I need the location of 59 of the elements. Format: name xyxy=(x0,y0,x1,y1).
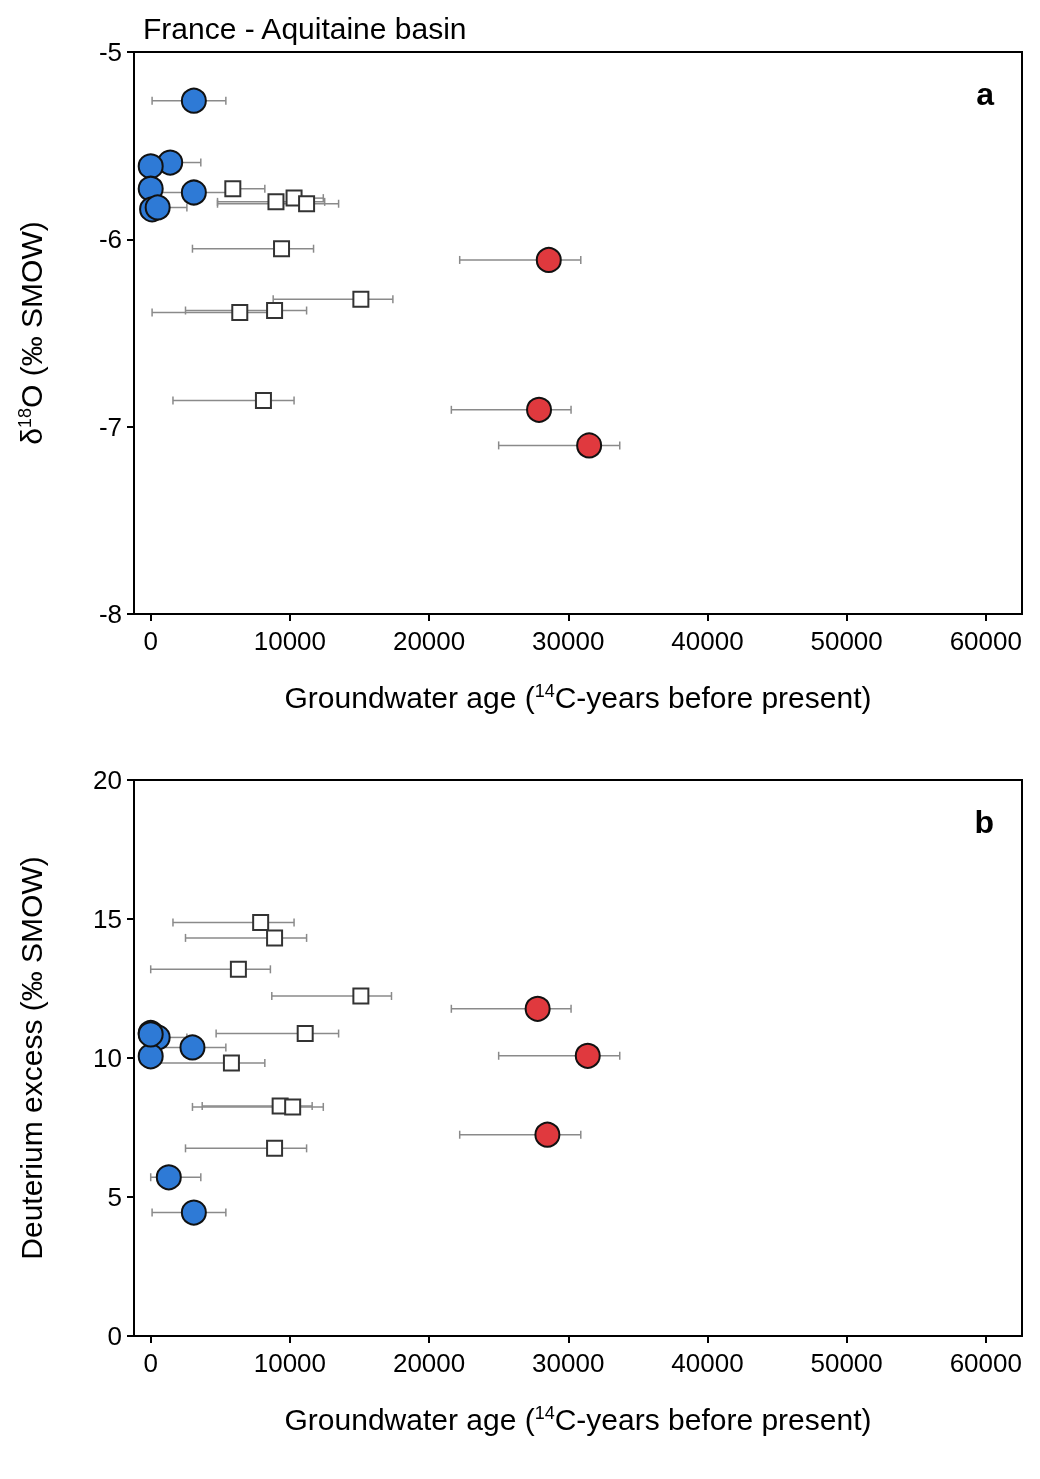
point xyxy=(155,1164,182,1191)
point xyxy=(266,302,284,320)
y-tick-label: -6 xyxy=(98,224,122,255)
point xyxy=(179,1034,206,1061)
point xyxy=(284,1098,302,1116)
x-tick-label: 50000 xyxy=(810,626,883,656)
y-tick-label: 5 xyxy=(107,1182,122,1212)
point xyxy=(352,987,370,1005)
point xyxy=(574,1042,601,1069)
annotation: b xyxy=(974,804,994,840)
point xyxy=(267,193,285,211)
x-tick-label: 30000 xyxy=(532,626,605,656)
y-tick-label: -7 xyxy=(98,411,122,442)
point xyxy=(180,87,207,114)
chart-title: France - Aquitaine basin xyxy=(143,11,467,45)
point xyxy=(534,1121,561,1148)
point xyxy=(222,1054,240,1072)
x-tick-label: 40000 xyxy=(671,626,744,656)
point xyxy=(137,153,164,180)
point xyxy=(298,195,316,213)
point xyxy=(137,1021,164,1048)
point xyxy=(296,1025,314,1043)
point xyxy=(266,1139,284,1157)
x-tick-label: 60000 xyxy=(949,626,1022,656)
x-tick-label: 30000 xyxy=(532,1348,605,1378)
point xyxy=(252,914,270,932)
point xyxy=(266,929,284,947)
point xyxy=(224,180,242,198)
x-tick-label: 10000 xyxy=(253,626,327,656)
x-tick-label: 60000 xyxy=(949,1348,1022,1378)
point xyxy=(180,1199,207,1226)
y-tick-label: 10 xyxy=(93,1043,122,1073)
point xyxy=(231,303,249,321)
point xyxy=(526,396,553,423)
y-tick-label: 0 xyxy=(107,1321,122,1351)
x-tick-label: 40000 xyxy=(671,1348,744,1378)
x-tick-label: 0 xyxy=(143,626,158,656)
y-tick-label: 20 xyxy=(93,765,122,795)
point xyxy=(180,179,207,206)
x-tick-label: 20000 xyxy=(392,626,466,656)
point xyxy=(137,1043,164,1070)
x-tick-label: 10000 xyxy=(253,1348,327,1378)
y-tick-label: 15 xyxy=(93,904,122,934)
point xyxy=(254,391,272,409)
x-tick-label: 50000 xyxy=(810,1348,883,1378)
y-tick-label: -5 xyxy=(98,37,122,67)
x-tick-label: 0 xyxy=(143,1348,158,1378)
y-axis-title: Deuterium excess (‰ SMOW) xyxy=(14,856,48,1260)
point xyxy=(273,240,291,258)
y-axis-title: δ18O (‰ SMOW) xyxy=(14,221,48,445)
annotation: a xyxy=(976,76,995,112)
point xyxy=(535,246,562,273)
point xyxy=(576,432,603,459)
point xyxy=(352,290,370,308)
y-tick-label: -8 xyxy=(98,599,122,629)
point xyxy=(229,960,247,978)
point xyxy=(144,194,171,221)
point xyxy=(524,995,551,1022)
x-tick-label: 20000 xyxy=(392,1348,466,1378)
